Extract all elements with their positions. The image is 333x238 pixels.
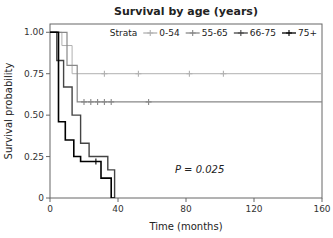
plot-frame xyxy=(50,24,322,198)
legend-marker xyxy=(238,30,244,36)
x-tick xyxy=(50,198,51,202)
y-tick-label: 0 xyxy=(38,193,44,203)
censor-mark xyxy=(135,71,141,77)
legend-marker xyxy=(286,30,292,36)
censor-mark xyxy=(108,99,114,105)
censor-mark xyxy=(93,159,99,165)
censor-mark xyxy=(95,99,101,105)
x-tick-label: 0 xyxy=(47,204,53,214)
y-tick-label: 1.00 xyxy=(24,27,44,37)
survival-curve xyxy=(50,32,115,198)
legend-marker xyxy=(190,30,196,36)
censor-mark xyxy=(101,71,107,77)
censor-mark xyxy=(220,71,226,77)
y-tick xyxy=(46,115,50,116)
censor-mark xyxy=(88,99,94,105)
annotation: P = 0.025 xyxy=(175,164,224,175)
y-tick-label: 0.75 xyxy=(24,69,44,79)
y-tick xyxy=(46,156,50,157)
x-tick xyxy=(186,198,187,202)
y-tick-label: 0.25 xyxy=(24,152,44,162)
censor-mark xyxy=(146,99,152,105)
survival-curve xyxy=(50,32,322,102)
title: Survival by age (years) xyxy=(114,5,258,18)
plot-area xyxy=(50,32,322,198)
x-axis-label: Time (months) xyxy=(148,221,222,232)
survival-curve xyxy=(50,32,322,73)
censor-mark xyxy=(81,99,87,105)
legend-label: 0-54 xyxy=(159,28,180,38)
legend-marker xyxy=(147,30,153,36)
x-tick-label: 80 xyxy=(180,204,192,214)
y-axis-label: Survival probability xyxy=(3,62,14,159)
legend-label: 55-65 xyxy=(202,28,228,38)
legend-label: 66-75 xyxy=(250,28,276,38)
x-tick-label: 160 xyxy=(313,204,330,214)
legend-title: Strata xyxy=(110,28,138,38)
x-tick xyxy=(254,198,255,202)
x-tick-label: 40 xyxy=(112,204,124,214)
legend-label: 75+ xyxy=(298,28,317,38)
y-tick xyxy=(46,32,50,33)
survival-curve xyxy=(50,32,115,198)
x-tick-label: 120 xyxy=(245,204,262,214)
chart: Survival by age (years) 0 40 80 120 160 0 0.25 0… xyxy=(0,0,333,238)
y-tick-label: 0.50 xyxy=(24,110,44,120)
x-tick xyxy=(322,198,323,202)
censor-mark xyxy=(186,71,192,77)
y-tick xyxy=(46,73,50,74)
legend: Strata 0-54 55-65 66-75 75+ xyxy=(110,28,317,38)
x-tick xyxy=(118,198,119,202)
censor-mark xyxy=(101,99,107,105)
y-tick xyxy=(46,198,50,199)
